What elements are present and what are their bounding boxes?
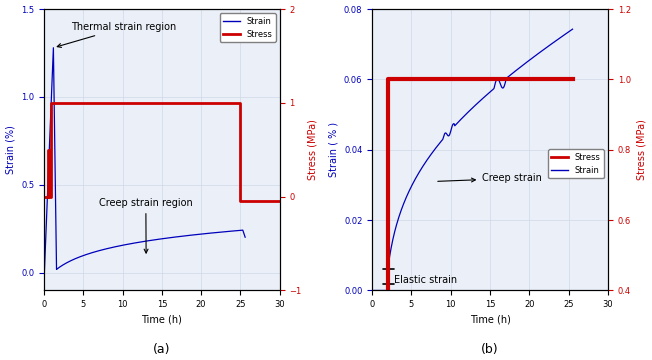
Legend: Strain, Stress: Strain, Stress	[220, 13, 276, 42]
Title: (b): (b)	[481, 342, 499, 355]
Y-axis label: Stress (MPa): Stress (MPa)	[636, 119, 646, 180]
Text: Elastic strain: Elastic strain	[394, 275, 457, 285]
Y-axis label: Strain ( % ): Strain ( % )	[329, 122, 338, 177]
X-axis label: Time (h): Time (h)	[141, 315, 183, 325]
Y-axis label: Stress (MPa): Stress (MPa)	[307, 119, 318, 180]
Legend: Stress, Strain: Stress, Strain	[548, 149, 604, 178]
Y-axis label: Strain (%): Strain (%)	[6, 125, 16, 174]
Title: (a): (a)	[153, 342, 171, 355]
Text: Thermal strain region: Thermal strain region	[57, 22, 177, 48]
Text: Creep strain: Creep strain	[437, 174, 542, 184]
Text: Creep strain region: Creep strain region	[99, 198, 193, 253]
X-axis label: Time (h): Time (h)	[469, 315, 511, 325]
